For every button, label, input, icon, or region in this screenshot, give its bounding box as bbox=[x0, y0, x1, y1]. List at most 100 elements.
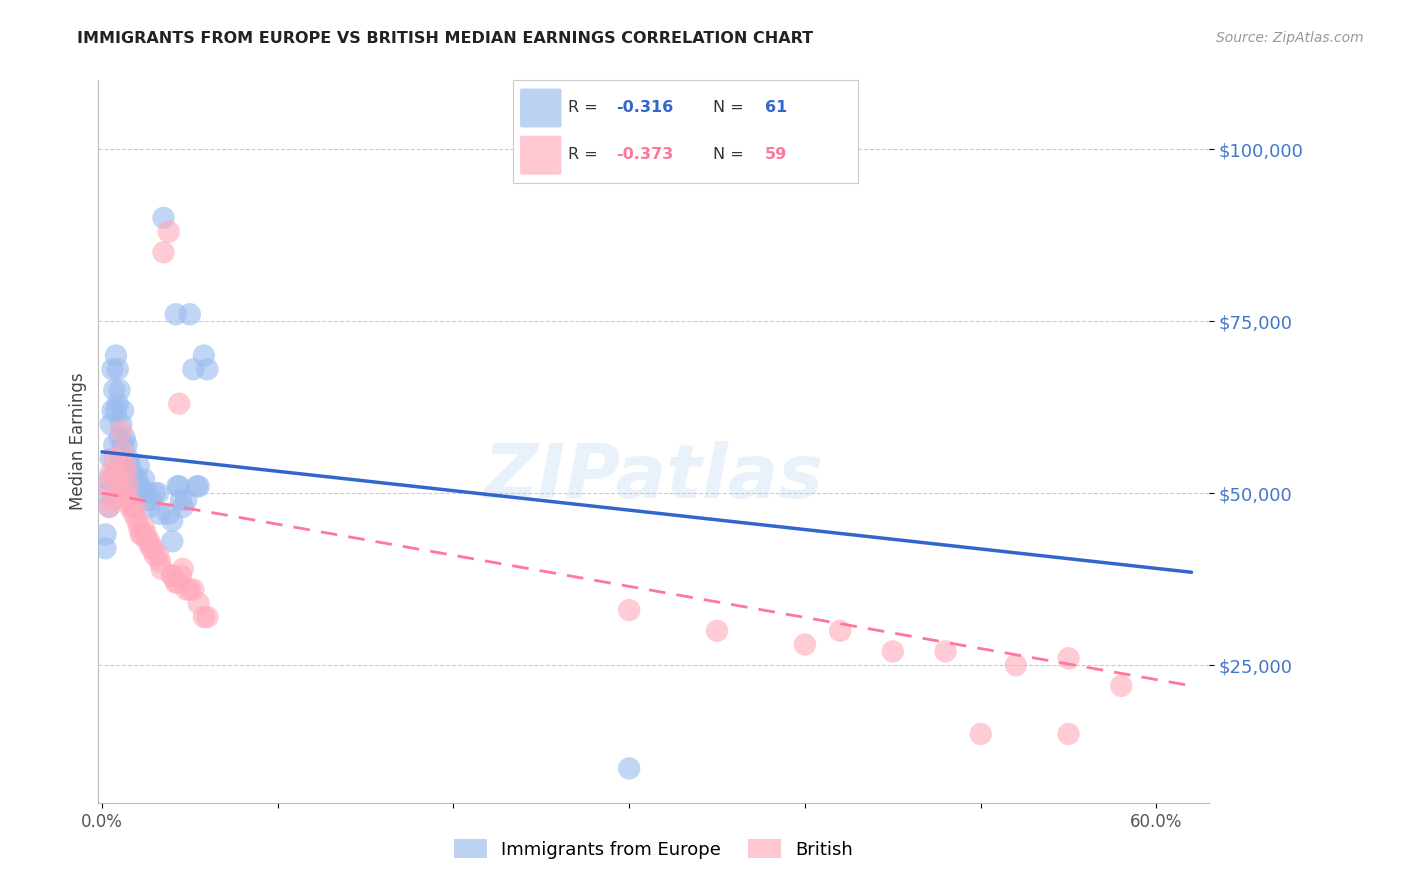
Point bbox=[107, 472, 129, 486]
Point bbox=[114, 458, 136, 473]
Point bbox=[162, 568, 183, 582]
Point bbox=[197, 610, 219, 624]
Point bbox=[110, 417, 132, 432]
Point bbox=[108, 431, 131, 445]
Point bbox=[187, 596, 209, 610]
Point bbox=[131, 486, 153, 500]
Point bbox=[103, 438, 125, 452]
Point bbox=[197, 362, 219, 376]
Text: 59: 59 bbox=[765, 146, 787, 161]
Point bbox=[166, 575, 188, 590]
Text: R =: R = bbox=[568, 146, 603, 161]
Point bbox=[148, 548, 170, 562]
Point bbox=[174, 493, 197, 508]
Point bbox=[107, 397, 129, 411]
Point bbox=[117, 479, 139, 493]
Point bbox=[135, 486, 157, 500]
Text: IMMIGRANTS FROM EUROPE VS BRITISH MEDIAN EARNINGS CORRELATION CHART: IMMIGRANTS FROM EUROPE VS BRITISH MEDIAN… bbox=[77, 31, 814, 46]
Text: -0.373: -0.373 bbox=[616, 146, 673, 161]
Point bbox=[100, 466, 122, 480]
Point bbox=[148, 486, 170, 500]
Point bbox=[169, 479, 191, 493]
Point bbox=[101, 362, 124, 376]
Point bbox=[149, 507, 172, 521]
Point bbox=[105, 466, 128, 480]
Point bbox=[128, 520, 150, 534]
Point bbox=[115, 438, 138, 452]
Point bbox=[115, 472, 138, 486]
Text: Source: ZipAtlas.com: Source: ZipAtlas.com bbox=[1216, 31, 1364, 45]
Point bbox=[882, 644, 904, 658]
Point bbox=[112, 438, 135, 452]
Point bbox=[107, 362, 129, 376]
Point bbox=[105, 349, 128, 363]
Point bbox=[122, 507, 145, 521]
Point bbox=[169, 397, 191, 411]
Point bbox=[1004, 658, 1026, 673]
Point bbox=[132, 520, 156, 534]
Point bbox=[706, 624, 728, 638]
Text: 61: 61 bbox=[765, 101, 787, 115]
Point bbox=[162, 568, 183, 582]
Point bbox=[172, 500, 194, 514]
Point bbox=[114, 466, 136, 480]
Point bbox=[619, 603, 641, 617]
Point bbox=[141, 541, 163, 556]
Point bbox=[152, 211, 174, 225]
Point bbox=[124, 500, 146, 514]
Point bbox=[110, 451, 132, 466]
FancyBboxPatch shape bbox=[520, 88, 561, 128]
Point bbox=[179, 582, 201, 597]
Point bbox=[193, 610, 215, 624]
Point bbox=[121, 466, 143, 480]
Text: -0.316: -0.316 bbox=[616, 101, 673, 115]
Point bbox=[619, 761, 641, 775]
Point bbox=[149, 555, 172, 569]
Point bbox=[114, 486, 136, 500]
Point bbox=[103, 451, 125, 466]
Point bbox=[794, 638, 817, 652]
Point bbox=[112, 403, 135, 417]
Point bbox=[98, 472, 121, 486]
Point bbox=[94, 527, 117, 541]
Point bbox=[157, 507, 180, 521]
Point bbox=[186, 479, 208, 493]
Point bbox=[170, 568, 193, 582]
Point bbox=[122, 472, 145, 486]
Point bbox=[115, 466, 138, 480]
Point bbox=[138, 534, 160, 549]
Point bbox=[127, 514, 149, 528]
Point bbox=[112, 445, 135, 459]
Point bbox=[108, 383, 131, 397]
Text: R =: R = bbox=[568, 101, 603, 115]
Point bbox=[174, 582, 197, 597]
Point bbox=[98, 500, 121, 514]
Point bbox=[193, 349, 215, 363]
Point bbox=[935, 644, 957, 658]
Point bbox=[166, 479, 188, 493]
Point bbox=[165, 575, 187, 590]
Point bbox=[101, 493, 124, 508]
Point bbox=[183, 582, 205, 597]
Point bbox=[127, 472, 149, 486]
Point bbox=[141, 493, 163, 508]
Point bbox=[165, 307, 187, 321]
Point bbox=[150, 562, 173, 576]
Point bbox=[121, 500, 143, 514]
Point bbox=[124, 479, 146, 493]
Point bbox=[162, 534, 183, 549]
Point bbox=[135, 527, 157, 541]
Point bbox=[136, 534, 159, 549]
Legend: Immigrants from Europe, British: Immigrants from Europe, British bbox=[447, 832, 860, 866]
Point bbox=[170, 493, 193, 508]
Point bbox=[128, 458, 150, 473]
Point bbox=[120, 500, 141, 514]
Point bbox=[1057, 651, 1080, 665]
Point bbox=[143, 548, 166, 562]
Point bbox=[117, 451, 139, 466]
Point bbox=[129, 479, 152, 493]
Point bbox=[94, 541, 117, 556]
Point bbox=[100, 417, 122, 432]
Point bbox=[129, 527, 152, 541]
FancyBboxPatch shape bbox=[520, 136, 561, 175]
